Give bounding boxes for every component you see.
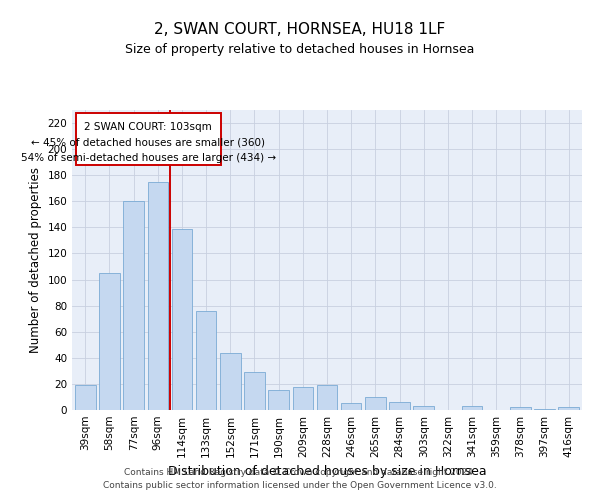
- Bar: [172, 228, 192, 410]
- Bar: [341, 404, 361, 410]
- Bar: [559, 408, 579, 410]
- Text: Size of property relative to detached houses in Hornsea: Size of property relative to detached ho…: [125, 42, 475, 56]
- Bar: [462, 406, 482, 410]
- Text: 54% of semi-detached houses are larger (434) →: 54% of semi-detached houses are larger (…: [20, 153, 275, 163]
- Bar: [317, 385, 337, 410]
- Bar: [124, 202, 144, 410]
- Bar: [389, 402, 410, 410]
- Bar: [534, 408, 555, 410]
- Bar: [220, 352, 241, 410]
- Bar: [293, 386, 313, 410]
- Bar: [510, 408, 530, 410]
- Bar: [365, 397, 386, 410]
- Bar: [268, 390, 289, 410]
- Text: ← 45% of detached houses are smaller (360): ← 45% of detached houses are smaller (36…: [31, 138, 265, 148]
- Bar: [75, 385, 95, 410]
- X-axis label: Distribution of detached houses by size in Hornsea: Distribution of detached houses by size …: [167, 466, 487, 478]
- Bar: [196, 311, 217, 410]
- Text: 2 SWAN COURT: 103sqm: 2 SWAN COURT: 103sqm: [84, 122, 212, 132]
- Y-axis label: Number of detached properties: Number of detached properties: [29, 167, 42, 353]
- Bar: [148, 182, 168, 410]
- Text: 2, SWAN COURT, HORNSEA, HU18 1LF: 2, SWAN COURT, HORNSEA, HU18 1LF: [154, 22, 446, 38]
- Bar: [413, 406, 434, 410]
- FancyBboxPatch shape: [76, 112, 221, 165]
- Bar: [244, 372, 265, 410]
- Bar: [99, 273, 120, 410]
- Text: Contains HM Land Registry data © Crown copyright and database right 2024.: Contains HM Land Registry data © Crown c…: [124, 468, 476, 477]
- Text: Contains public sector information licensed under the Open Government Licence v3: Contains public sector information licen…: [103, 480, 497, 490]
